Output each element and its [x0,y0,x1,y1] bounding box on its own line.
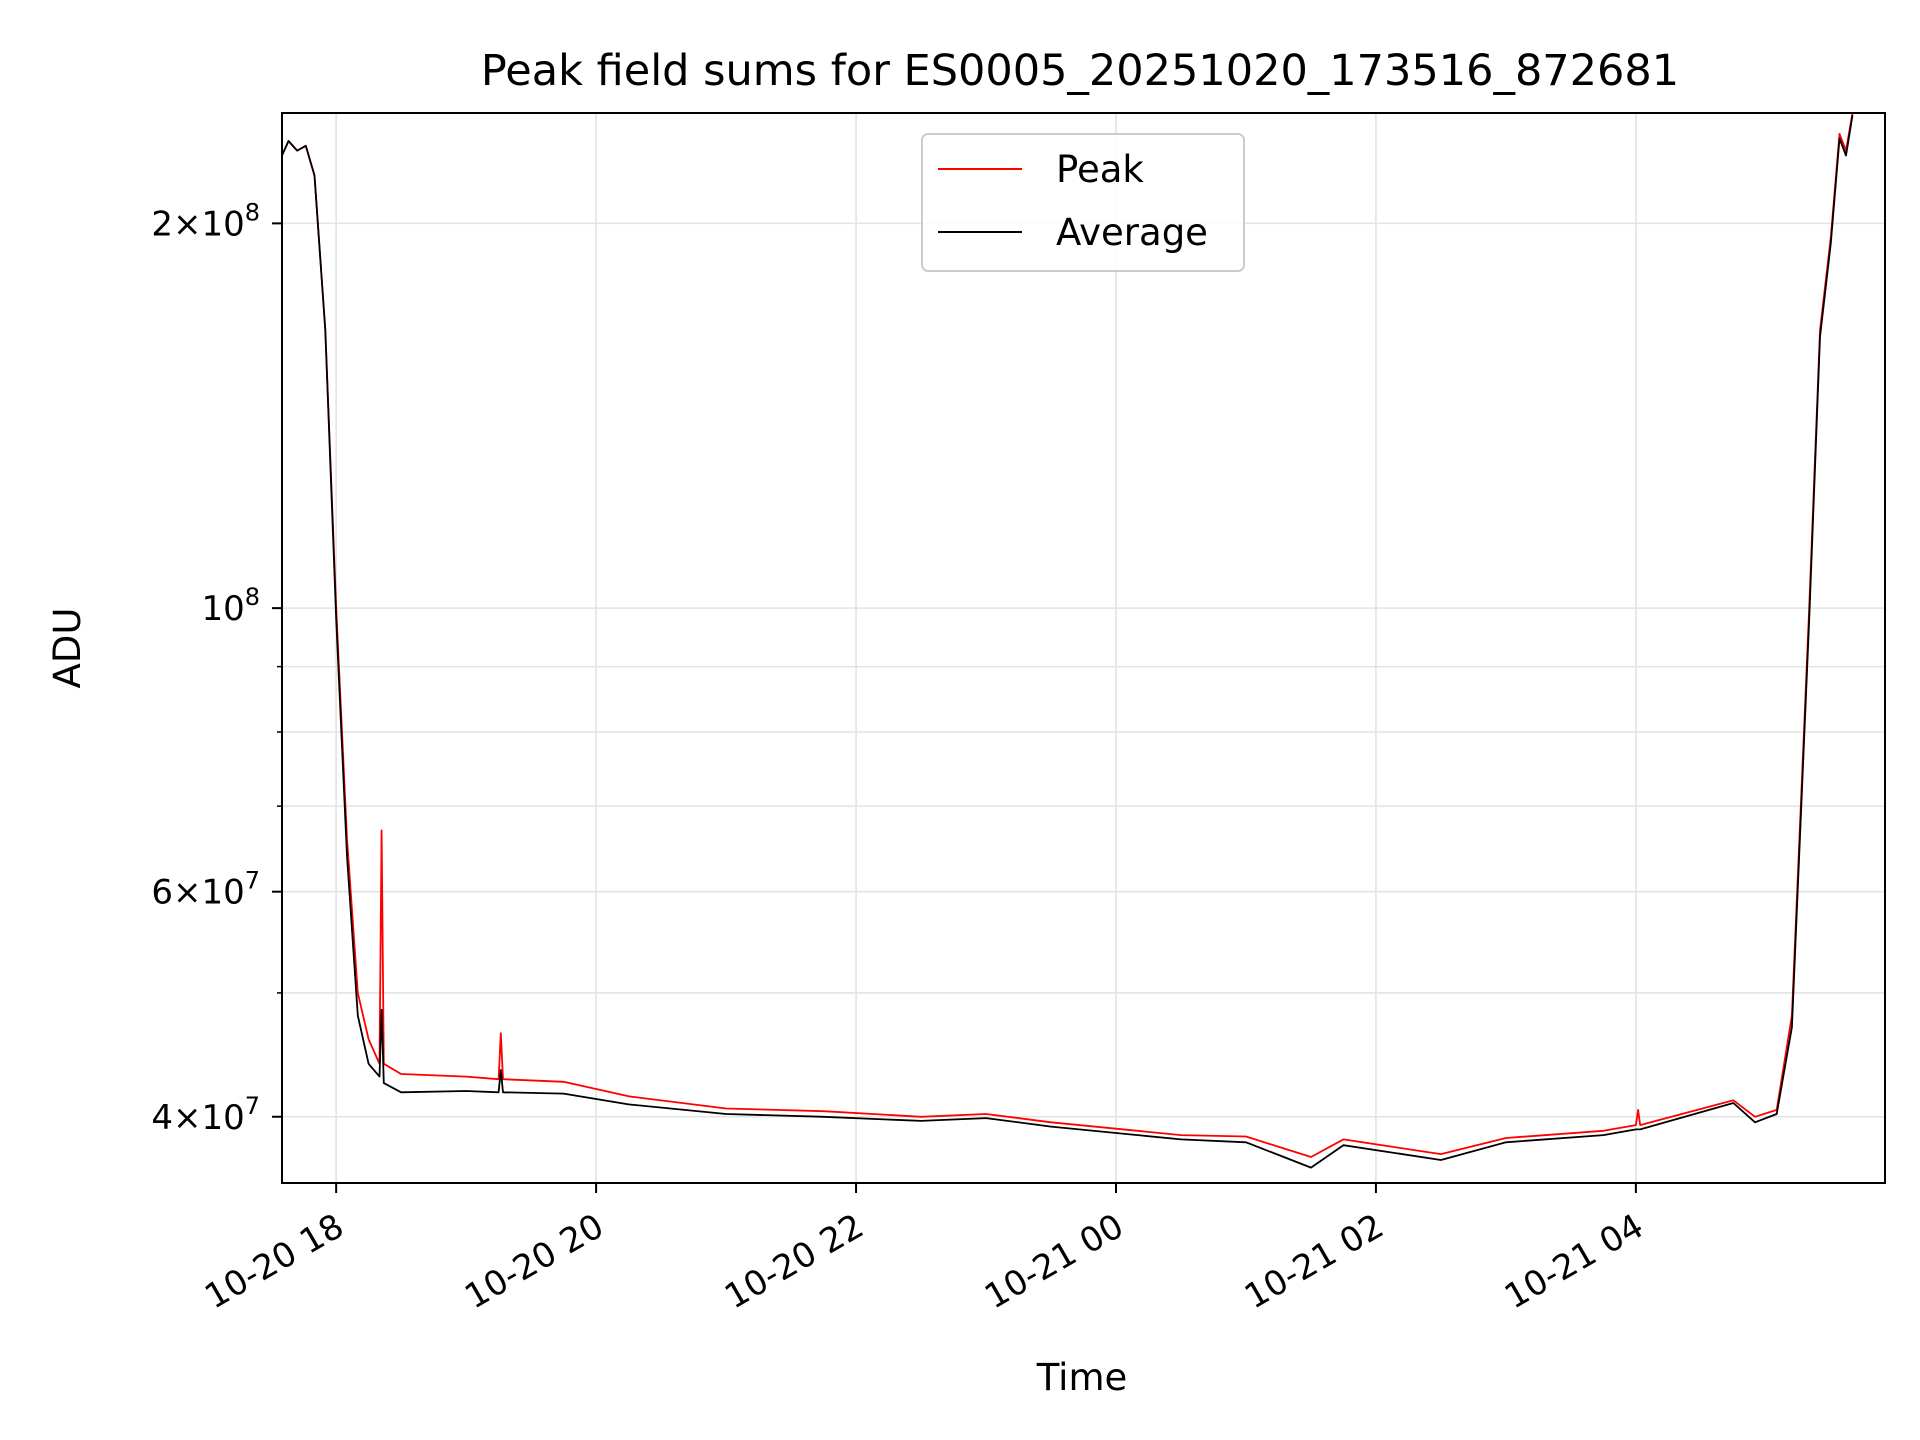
legend: Peak Average [921,133,1245,272]
series-line-peak [281,112,1854,1158]
plot-frame [281,112,1886,1184]
legend-label-peak: Peak [1056,148,1144,191]
y-axis-ticks: 4×107 6×107 108 2×108 [151,198,282,1138]
y-tick-label: 4×107 [151,1092,260,1138]
y-axis-label: ADU [46,608,89,689]
y-tick-label: 108 [201,583,260,629]
y-tick-label: 6×107 [151,867,260,913]
y-tick-label: 2×108 [151,198,260,244]
legend-label-average: Average [1056,211,1208,254]
series-line-average [281,115,1854,1169]
x-axis-label: Time [1036,1356,1128,1399]
chart-title: Peak field sums for ES0005_20251020_1735… [481,46,1679,96]
series-layer [281,112,1854,1169]
